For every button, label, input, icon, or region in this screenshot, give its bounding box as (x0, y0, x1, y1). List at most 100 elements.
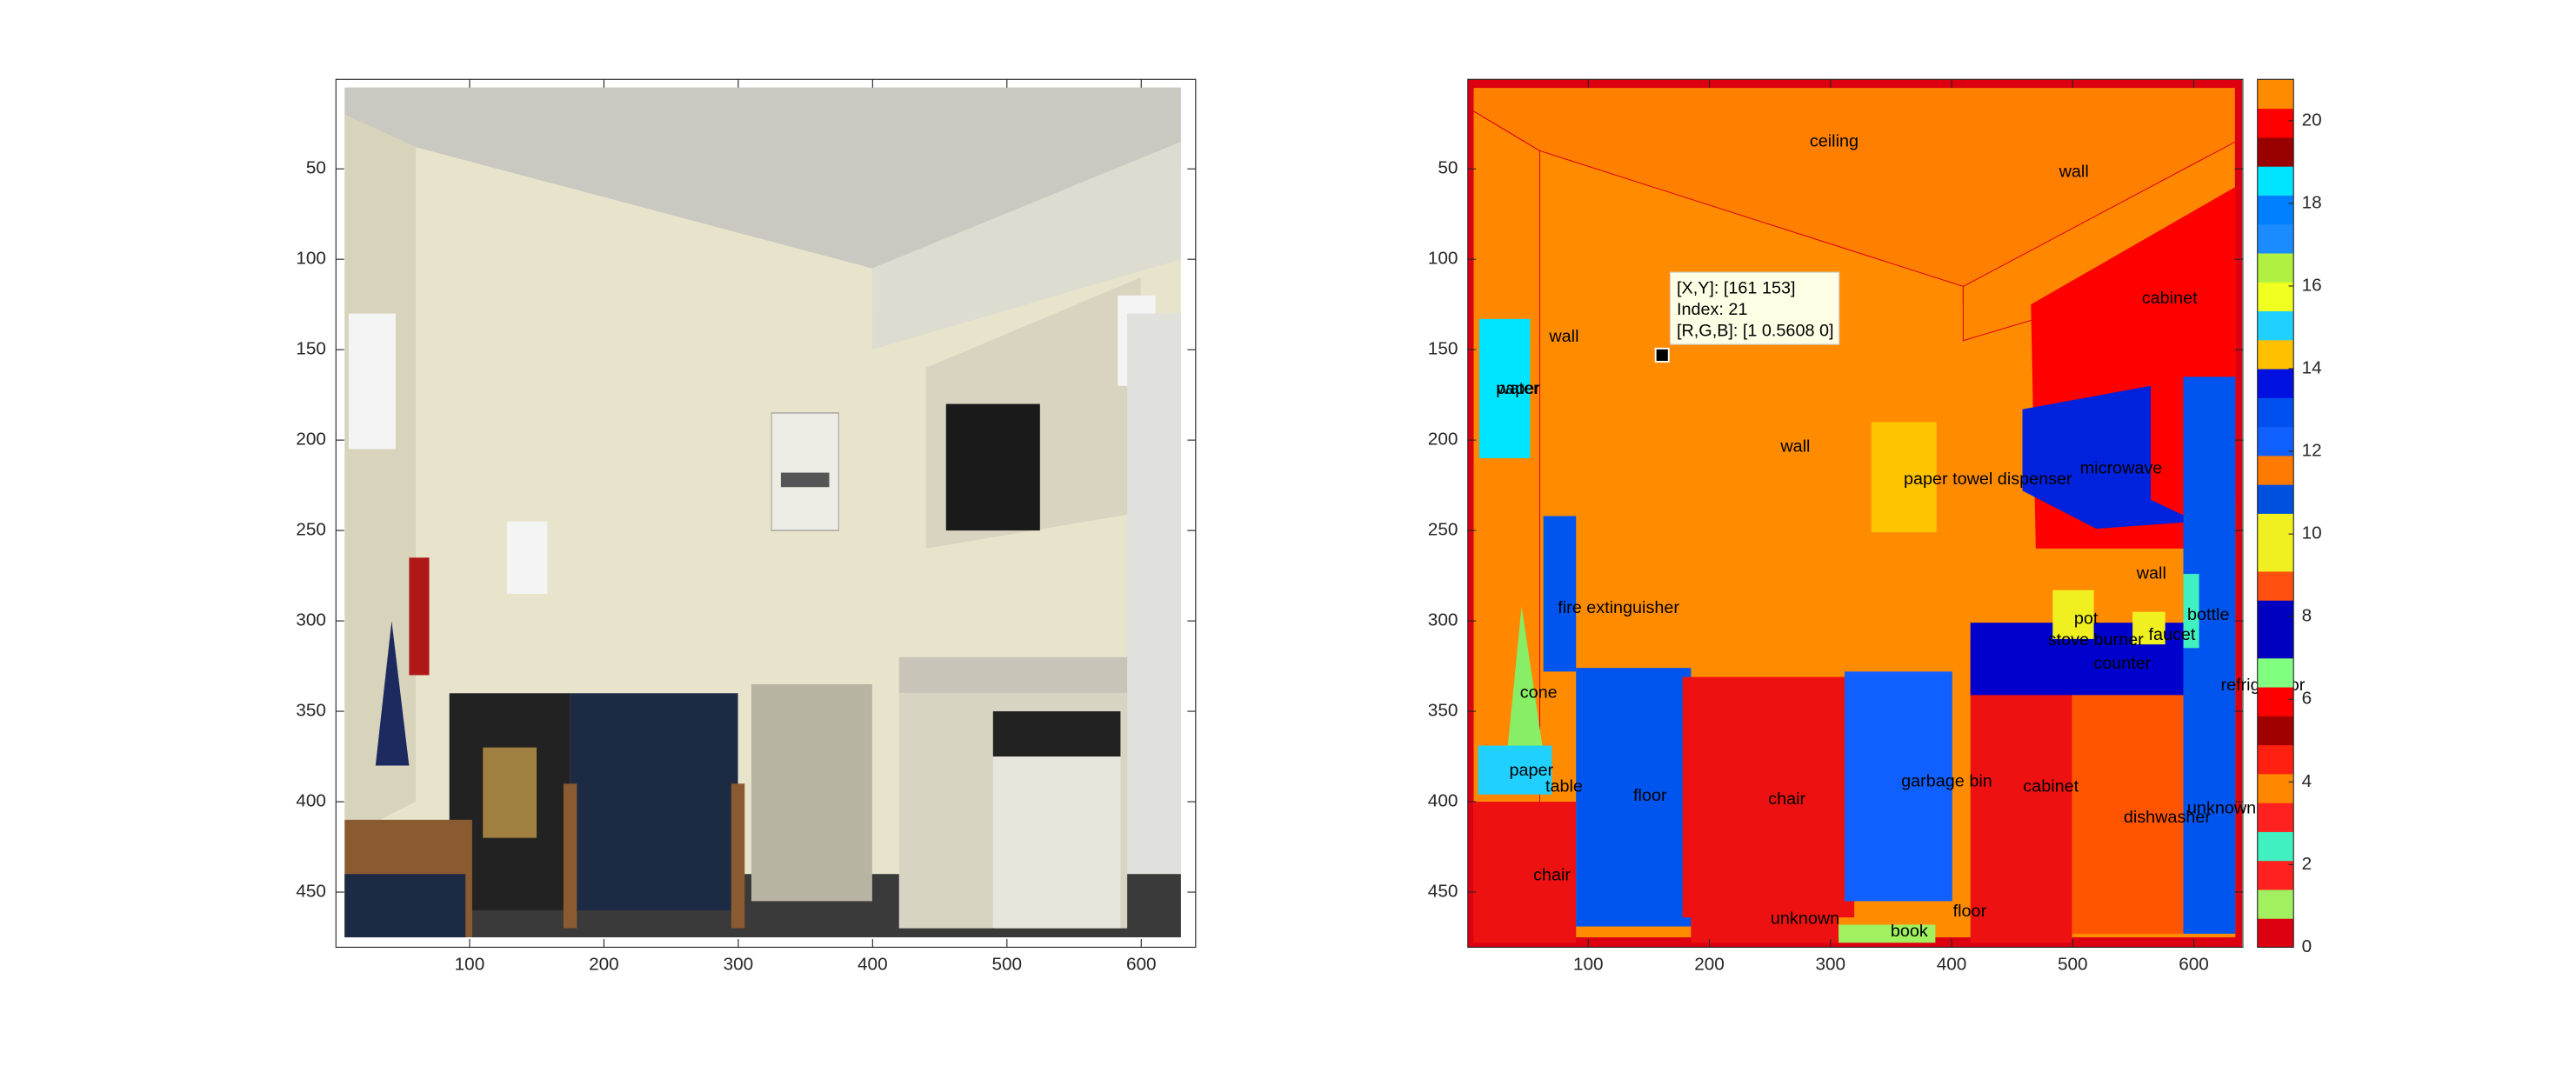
x-tick-label: 500 (2058, 955, 2088, 975)
colorbar-band (2257, 716, 2294, 746)
microwave (945, 403, 1040, 531)
x-tick-label: 600 (2179, 955, 2209, 975)
colorbar-band (2257, 282, 2294, 312)
colorbar-tick-label: 16 (2302, 275, 2322, 295)
segment-label: faucet (2148, 625, 2195, 644)
refrigerator (1127, 313, 1181, 938)
cone (375, 621, 410, 766)
segment-label: dishwasher (2124, 808, 2212, 827)
segment-label: paper (1496, 379, 1540, 398)
y-tick-label: 50 (306, 158, 326, 178)
chair-arm (563, 783, 577, 929)
segment-label: wall (1779, 437, 1810, 456)
y-tick-label: 100 (296, 249, 326, 269)
colorbar-tick-label: 0 (2302, 936, 2312, 956)
colorbar-band (2257, 137, 2294, 167)
x-tick-label: 100 (455, 955, 485, 975)
segment-label: unknown (2187, 799, 2256, 818)
seg-unknown (1691, 913, 1839, 943)
y-tick-label: 200 (1428, 430, 1458, 450)
segment-label: book (1891, 922, 1928, 941)
colorbar-band (2257, 542, 2294, 572)
colorbar-tick-label: 18 (2302, 192, 2322, 212)
y-tick-label: 50 (1438, 158, 1458, 178)
segment-label: floor (1953, 902, 1987, 921)
colorbar-band (2257, 79, 2294, 110)
colorbar-band (2257, 570, 2294, 601)
axes-box (335, 78, 1197, 949)
colorbar-band (2257, 600, 2294, 630)
colorbar-band (2257, 918, 2294, 949)
countertop (898, 656, 1128, 694)
x-tick-label: 300 (1815, 955, 1845, 975)
y-tick-label: 350 (1428, 701, 1458, 721)
colorbar-band (2257, 803, 2294, 832)
garbage-bin (751, 683, 872, 902)
segment-label: ceiling (1810, 131, 1859, 150)
y-tick-label: 150 (296, 339, 326, 359)
y-tick-label: 450 (296, 882, 326, 902)
y-tick-label: 100 (1428, 249, 1458, 269)
colorbar-tick-label: 4 (2302, 771, 2312, 791)
segment-label: wall (2059, 163, 2089, 182)
colorbar-tick-label: 2 (2302, 854, 2312, 874)
colorbar-band (2257, 339, 2294, 370)
colorbar-band (2257, 889, 2294, 919)
segment-label: fire extinguisher (1558, 598, 1679, 617)
colorbar-band (2257, 513, 2294, 543)
datatip-marker (1654, 347, 1670, 363)
colorbar-band (2257, 484, 2294, 514)
x-tick-label: 600 (1126, 955, 1157, 975)
seg-cone (1506, 606, 1544, 753)
segment-label: counter (2093, 654, 2151, 673)
colorbar-tick-label: 20 (2302, 110, 2322, 130)
segment-label: paper (1510, 761, 1554, 780)
seg-floor (1576, 668, 1692, 927)
colorbar-band (2257, 860, 2294, 890)
segment-label: paper towel dispenser (1904, 470, 2072, 489)
colorbar-band (2257, 629, 2294, 659)
y-tick-label: 250 (1428, 520, 1458, 540)
datatip-line: [X,Y]: [161 153] (1677, 279, 1795, 298)
x-tick-label: 500 (991, 955, 1022, 975)
seg-paper (1478, 745, 1552, 795)
colorbar-tick-label: 10 (2302, 523, 2322, 543)
segment-label: table (1545, 777, 1583, 796)
seg-book (1839, 924, 1936, 943)
colorbar-band (2257, 657, 2294, 688)
y-tick-label: 300 (1428, 610, 1458, 630)
colorbar-box (2257, 78, 2294, 949)
colorbar-band (2257, 369, 2294, 398)
photo (336, 79, 1196, 948)
colorbar-band (2257, 744, 2294, 775)
colorbar-band (2257, 223, 2294, 254)
colorbar-band (2257, 108, 2294, 138)
y-tick-label: 250 (296, 520, 326, 540)
seg-chair (1682, 676, 1855, 918)
segment-label: garbage bin (1901, 771, 1992, 790)
seg-pot (2052, 590, 2094, 639)
segment-label: unknown (1771, 909, 1839, 928)
seg-microwave (2022, 385, 2197, 530)
colorbar-tick-label: 14 (2302, 357, 2322, 377)
segment-label: wall (1548, 327, 1578, 346)
bin-sign (483, 747, 537, 838)
y-tick-label: 350 (296, 701, 326, 721)
colorbar-band (2257, 773, 2294, 803)
y-tick-label: 400 (1428, 791, 1458, 811)
segment-label: water (1496, 379, 1539, 398)
dishwasher-panel (992, 711, 1121, 757)
colorbar-tick-label: 8 (2302, 606, 2312, 626)
colorbar-tick-label: 12 (2302, 441, 2322, 461)
colorbar-band (2257, 310, 2294, 341)
segment-label: chair (1533, 866, 1571, 885)
chair-arm (731, 783, 745, 929)
datatip-box (1669, 271, 1840, 345)
dispenser-slot (780, 472, 830, 488)
segment-label: bottle (2187, 605, 2229, 624)
colorbar-band (2257, 831, 2294, 862)
segment-label: chair (1768, 790, 1805, 809)
colorbar-band (2257, 426, 2294, 456)
